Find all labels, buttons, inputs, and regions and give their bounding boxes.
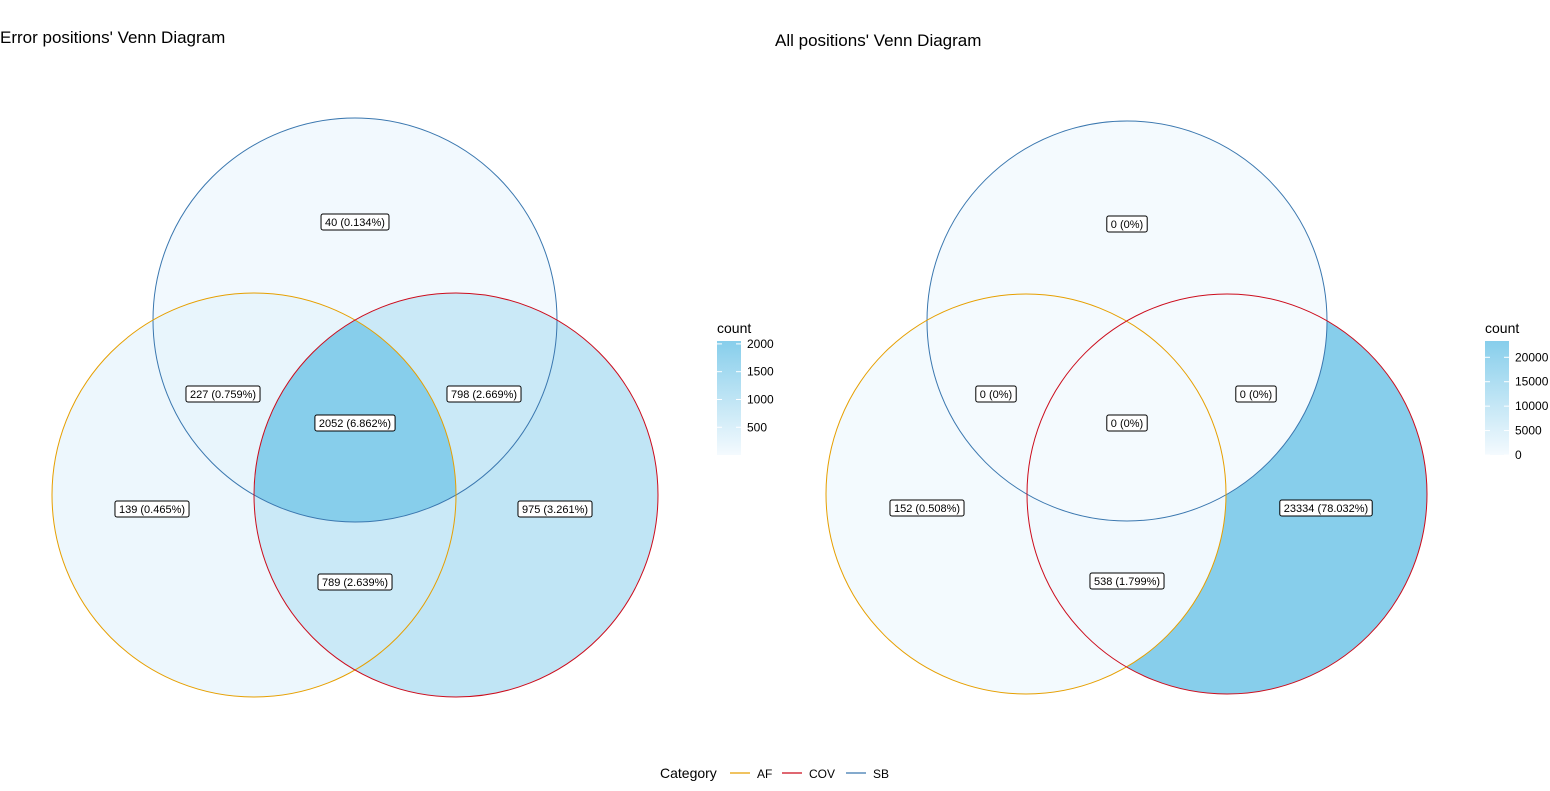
venn-region-label-text: 0 (0%) (1111, 219, 1143, 231)
venn-region-label-text: 2052 (6.862%) (319, 418, 391, 430)
count-legend-tick-label: 2000 (747, 337, 774, 351)
category-legend-item-af: AF (730, 767, 772, 781)
venn-circle-outlines (825, 120, 1428, 695)
venn-region-label: 139 (0.465%) (114, 500, 190, 518)
venn-region-label: 0 (0%) (1235, 385, 1277, 403)
category-legend-label: AF (757, 767, 772, 781)
venn-region-label: 798 (2.669%) (446, 385, 522, 403)
category-legend-title: Category (660, 765, 717, 781)
count-legend-tick-label: 1000 (747, 392, 774, 406)
category-legend-item-cov: COV (782, 767, 835, 781)
venn-region-label: 23334 (78.032%) (1279, 499, 1373, 517)
venn-region-label: 152 (0.508%) (889, 499, 965, 517)
venn-region-label-text: 975 (3.261%) (522, 504, 588, 516)
venn-circle-af (825, 293, 1227, 695)
venn-region-label: 227 (0.759%) (185, 385, 261, 403)
venn-region-label: 40 (0.134%) (320, 213, 390, 231)
venn-region-label-text: 152 (0.508%) (894, 503, 960, 515)
venn-panel-error-positions: Error positions' Venn Diagram 40 (0.134%… (0, 28, 774, 698)
count-legend-title: count (717, 320, 751, 336)
venn-circle-cov (253, 292, 659, 698)
venn-region-label: 0 (0%) (975, 385, 1017, 403)
venn-region-label: 0 (0%) (1106, 215, 1148, 233)
venn-region-af-cov (254, 293, 456, 697)
venn-region-labels: 40 (0.134%) 227 (0.759%) 798 (2.669%) 2052 … (114, 213, 593, 591)
category-legend: Category AF COV SB (660, 765, 889, 781)
venn-region-label-text: 227 (0.759%) (190, 389, 256, 401)
category-legend-item-sb: SB (846, 767, 889, 781)
venn-region-label-text: 0 (0%) (1240, 389, 1272, 401)
venn-regions (826, 121, 1427, 694)
count-legend-tick-label: 5000 (1515, 424, 1542, 438)
category-legend-label: COV (809, 767, 835, 781)
venn-regions (52, 118, 658, 697)
count-legend: count 500 1000 1500 2000 (717, 320, 774, 455)
venn-region-label-text: 139 (0.465%) (119, 504, 185, 516)
count-colorbar (1485, 341, 1509, 455)
panel-title: Error positions' Venn Diagram (0, 28, 225, 47)
venn-region-labels: 0 (0%) 0 (0%) 0 (0%) 0 (0%) 152 (0.508%) 2333… (889, 215, 1373, 590)
venn-region-label-text: 0 (0%) (980, 389, 1012, 401)
count-legend-tick-label: 0 (1515, 448, 1522, 462)
venn-circle-cov (1026, 293, 1428, 695)
venn-region-label: 975 (3.261%) (517, 500, 593, 518)
count-legend-tick-label: 500 (747, 420, 767, 434)
count-colorbar (717, 341, 741, 455)
venn-circle-af (51, 292, 457, 698)
category-legend-label: SB (873, 767, 889, 781)
count-legend-tick-label: 20000 (1515, 350, 1549, 364)
venn-region-label: 2052 (6.862%) (314, 414, 396, 432)
venn-region-label: 789 (2.639%) (317, 573, 393, 591)
count-legend-title: count (1485, 320, 1519, 336)
venn-region-label: 538 (1.799%) (1089, 572, 1165, 590)
count-legend-tick-label: 10000 (1515, 399, 1549, 413)
venn-region-label: 0 (0%) (1106, 414, 1148, 432)
venn-region-label-text: 40 (0.134%) (325, 217, 385, 229)
venn-region-label-text: 0 (0%) (1111, 418, 1143, 430)
venn-region-label-text: 23334 (78.032%) (1284, 503, 1368, 515)
venn-region-label-text: 538 (1.799%) (1094, 576, 1160, 588)
venn-region-label-text: 798 (2.669%) (451, 389, 517, 401)
venn-region-af-cov (1027, 294, 1226, 694)
count-legend-tick-label: 1500 (747, 365, 774, 379)
count-legend: count 20000 15000 10000 5000 0 (1485, 320, 1549, 462)
venn-region-label-text: 789 (2.639%) (322, 577, 388, 589)
panel-title: All positions' Venn Diagram (775, 31, 981, 50)
venn-circle-outlines (51, 117, 659, 698)
count-legend-tick-label: 15000 (1515, 375, 1549, 389)
venn-panel-all-positions: All positions' Venn Diagram 0 (0%)0 (0%)… (775, 31, 1549, 695)
